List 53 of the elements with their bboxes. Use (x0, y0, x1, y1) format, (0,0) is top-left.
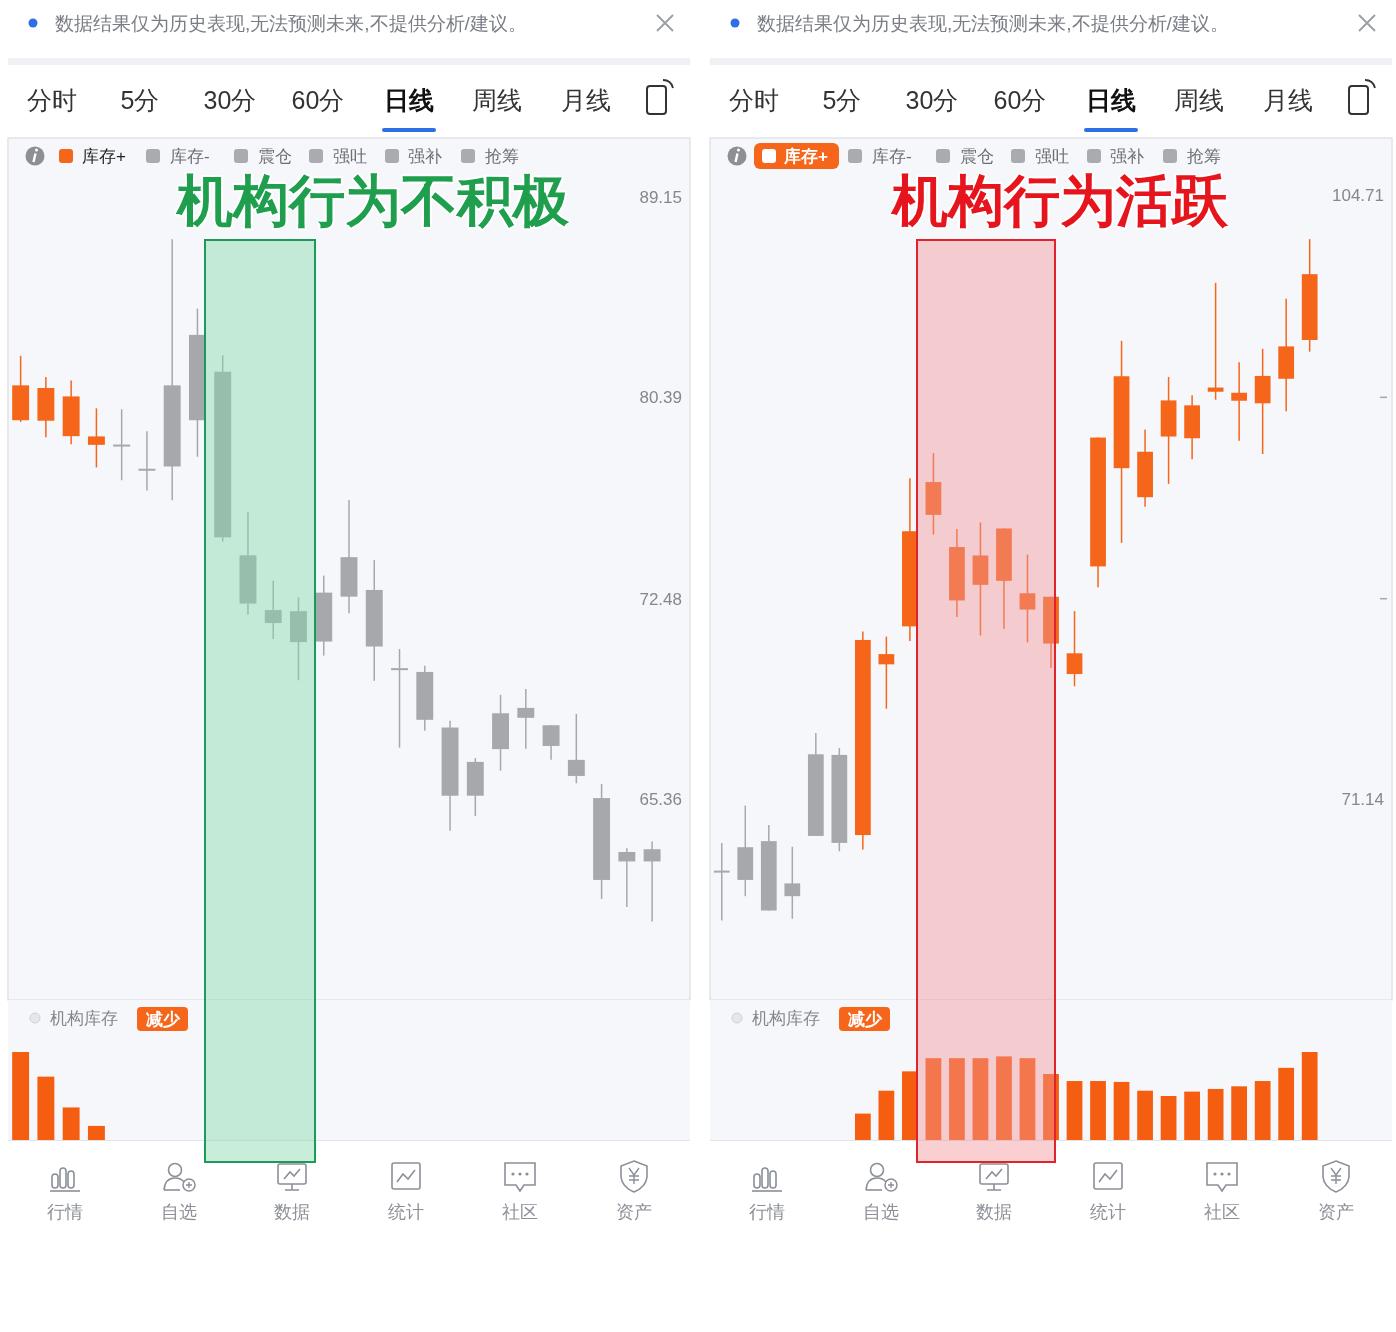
annotation: 日线 (384, 86, 434, 114)
annotation: 库存- (872, 146, 912, 166)
annotation: 震仓 (258, 146, 292, 166)
y-tick-label: 65.36 (639, 790, 682, 810)
annotation: 社区 (502, 1202, 538, 1222)
annotation: 5分 (822, 86, 862, 114)
annotation: 行情 (749, 1202, 785, 1222)
annotation: 强吐 (1035, 146, 1069, 166)
annotation: 机构库存 (50, 1008, 118, 1028)
annotation: 库存- (170, 146, 210, 166)
annotation: 数据 (274, 1202, 310, 1222)
annotation: 月线 (1263, 86, 1313, 114)
annotation: 强补 (408, 146, 442, 166)
annotation: 30分 (203, 86, 257, 114)
annotation: 库存+ (783, 146, 828, 166)
annotation: 震仓 (960, 146, 994, 166)
annotation: 周线 (472, 86, 522, 114)
annotation: 5分 (120, 86, 160, 114)
chart-title: 机构行为不积极 (177, 168, 569, 232)
annotation: 数据结果仅为历史表现,无法预测未来,不提供分析/建议。 (757, 12, 1229, 34)
y-tick-label: 89.15 (639, 187, 682, 207)
tag: 减少 (137, 1007, 188, 1031)
annotation: 强吐 (333, 146, 367, 166)
annotation: 30分 (905, 86, 959, 114)
y-tick-label: 104.71 (1332, 186, 1384, 206)
annotation: 统计 (388, 1202, 424, 1222)
annotation: 库存+ (82, 146, 126, 166)
annotation: 自选 (161, 1202, 197, 1222)
annotation: 周线 (1174, 86, 1224, 114)
annotation: 统计 (1090, 1202, 1126, 1222)
annotation: 抢筹 (485, 146, 519, 166)
chart-title: 机构行为活跃 (892, 168, 1228, 232)
tag: 减少 (839, 1007, 890, 1031)
annotation: 自选 (863, 1202, 899, 1222)
annotation: 分时 (27, 86, 77, 114)
annotation: 抢筹 (1187, 146, 1221, 166)
annotation: 60分 (993, 86, 1047, 114)
annotation: 日线 (1086, 86, 1136, 114)
y-tick-label: 72.48 (639, 589, 682, 609)
annotation: 数据 (976, 1202, 1012, 1222)
annotation: 数据结果仅为历史表现,无法预测未来,不提供分析/建议。 (55, 12, 527, 34)
y-tick-label: 71.14 (1341, 790, 1384, 810)
annotation: 月线 (561, 86, 611, 114)
annotation: 机构库存 (752, 1008, 820, 1028)
annotation: 资产 (1318, 1202, 1354, 1222)
annotation: 分时 (729, 86, 779, 114)
annotation: 60分 (291, 86, 345, 114)
annotation: 资产 (616, 1202, 652, 1222)
annotation: 强补 (1110, 146, 1144, 166)
annotation: 社区 (1204, 1202, 1240, 1222)
annotation: 行情 (47, 1202, 83, 1222)
y-tick-label: 80.39 (639, 388, 682, 408)
selected-legend-chip: 库存+ (754, 143, 839, 169)
